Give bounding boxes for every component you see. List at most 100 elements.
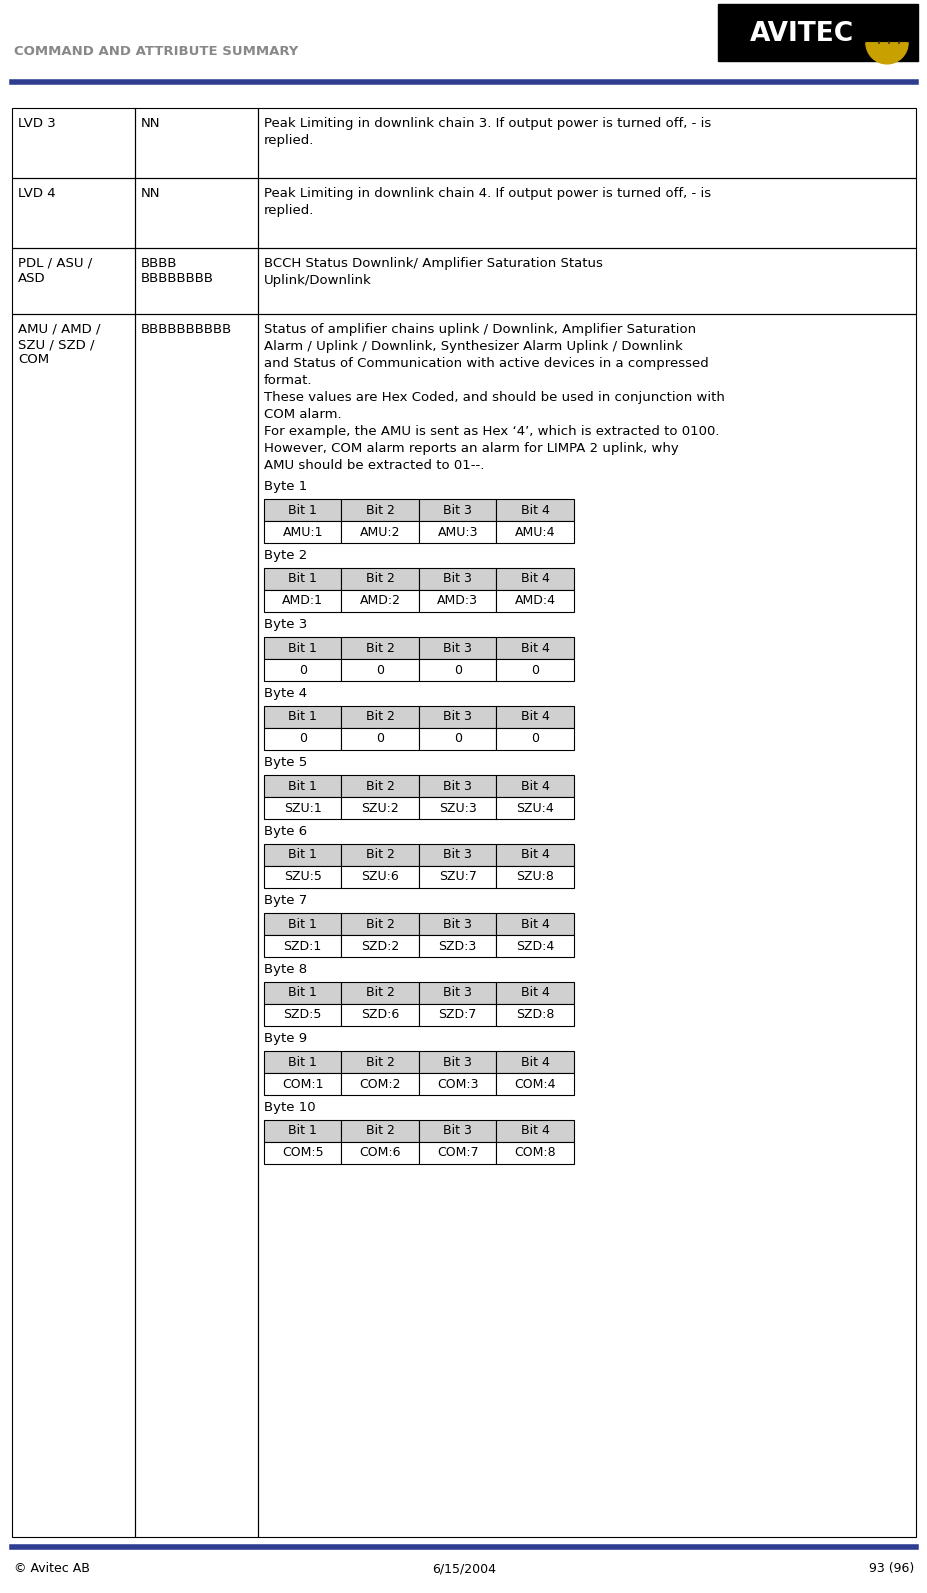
- Bar: [12, 108, 134, 178]
- Bar: [12, 314, 134, 1537]
- Text: LVD 4: LVD 4: [18, 186, 56, 201]
- Bar: [419, 660, 496, 680]
- Bar: [341, 499, 419, 521]
- Bar: [496, 1120, 574, 1142]
- Bar: [263, 660, 341, 680]
- Text: Byte 5: Byte 5: [263, 757, 307, 769]
- Text: BBBBBBBBBB: BBBBBBBBBB: [141, 323, 232, 336]
- Text: Bit 4: Bit 4: [520, 572, 549, 586]
- Text: AMU:1: AMU:1: [282, 526, 323, 538]
- Bar: [496, 776, 574, 796]
- Bar: [496, 1074, 574, 1094]
- Text: SZD:6: SZD:6: [361, 1008, 399, 1021]
- Text: Byte 2: Byte 2: [263, 550, 307, 562]
- Text: Bit 1: Bit 1: [288, 986, 317, 999]
- Bar: [341, 1074, 419, 1094]
- Text: COM:6: COM:6: [359, 1147, 400, 1160]
- Text: Bit 3: Bit 3: [443, 503, 472, 516]
- Bar: [496, 1142, 574, 1164]
- Bar: [419, 1074, 496, 1094]
- Text: PDL / ASU /
ASD: PDL / ASU / ASD: [18, 256, 92, 285]
- Text: Peak Limiting in downlink chain 4. If output power is turned off, - is: Peak Limiting in downlink chain 4. If ou…: [263, 186, 710, 201]
- Bar: [496, 728, 574, 750]
- Text: Bit 3: Bit 3: [443, 849, 472, 862]
- Text: Bit 4: Bit 4: [520, 710, 549, 723]
- Bar: [263, 728, 341, 750]
- Bar: [341, 706, 419, 728]
- Bar: [263, 844, 341, 867]
- Text: Bit 3: Bit 3: [443, 710, 472, 723]
- Text: COM:7: COM:7: [437, 1147, 478, 1160]
- Bar: [419, 728, 496, 750]
- Bar: [341, 521, 419, 543]
- Bar: [419, 796, 496, 819]
- Text: COM:5: COM:5: [282, 1147, 324, 1160]
- Text: 0: 0: [375, 733, 384, 746]
- Text: Bit 1: Bit 1: [288, 918, 317, 930]
- Text: SZD:1: SZD:1: [284, 940, 322, 953]
- Text: NN: NN: [141, 186, 160, 201]
- Bar: [496, 637, 574, 660]
- Bar: [134, 178, 258, 249]
- Bar: [263, 1051, 341, 1074]
- Bar: [419, 521, 496, 543]
- Text: Bit 2: Bit 2: [365, 918, 394, 930]
- Text: Bit 4: Bit 4: [520, 1125, 549, 1137]
- Text: SZD:8: SZD:8: [515, 1008, 553, 1021]
- Bar: [341, 1142, 419, 1164]
- Text: Bit 1: Bit 1: [288, 642, 317, 655]
- Bar: [419, 706, 496, 728]
- Text: SZU:8: SZU:8: [515, 870, 553, 884]
- Text: SZU:2: SZU:2: [361, 801, 399, 814]
- Bar: [263, 589, 341, 612]
- Text: Bit 1: Bit 1: [288, 1056, 317, 1069]
- Bar: [419, 935, 496, 957]
- Bar: [263, 706, 341, 728]
- Text: 6/15/2004: 6/15/2004: [432, 1563, 495, 1575]
- Text: 93 (96): 93 (96): [868, 1563, 913, 1575]
- Text: Bit 2: Bit 2: [365, 986, 394, 999]
- Text: Bit 2: Bit 2: [365, 1056, 394, 1069]
- Text: AMU / AMD /
SZU / SZD /
COM: AMU / AMD / SZU / SZD / COM: [18, 323, 100, 366]
- Bar: [419, 867, 496, 887]
- Text: AVITEC: AVITEC: [749, 21, 853, 46]
- Bar: [419, 569, 496, 589]
- Bar: [134, 314, 258, 1537]
- Text: replied.: replied.: [263, 134, 314, 147]
- Bar: [419, 844, 496, 867]
- Bar: [419, 1004, 496, 1026]
- Text: SZU:4: SZU:4: [515, 801, 553, 814]
- Text: Bit 1: Bit 1: [288, 572, 317, 586]
- Text: format.: format.: [263, 374, 312, 387]
- Text: 0: 0: [453, 664, 462, 677]
- Text: AMD:1: AMD:1: [282, 594, 323, 607]
- Bar: [341, 1051, 419, 1074]
- Bar: [496, 589, 574, 612]
- Text: Bit 4: Bit 4: [520, 503, 549, 516]
- Bar: [419, 776, 496, 796]
- Text: Bit 3: Bit 3: [443, 986, 472, 999]
- Text: COM:3: COM:3: [437, 1077, 478, 1091]
- Text: Byte 1: Byte 1: [263, 479, 307, 492]
- Text: Byte 4: Byte 4: [263, 687, 307, 699]
- Bar: [134, 249, 258, 314]
- Text: Bit 4: Bit 4: [520, 986, 549, 999]
- Bar: [496, 981, 574, 1004]
- Text: Bit 2: Bit 2: [365, 642, 394, 655]
- Bar: [263, 1120, 341, 1142]
- Text: Bit 2: Bit 2: [365, 572, 394, 586]
- Bar: [263, 796, 341, 819]
- Bar: [263, 569, 341, 589]
- Bar: [496, 844, 574, 867]
- Bar: [12, 178, 134, 249]
- Bar: [263, 499, 341, 521]
- Text: 0: 0: [530, 664, 539, 677]
- Text: Bit 1: Bit 1: [288, 710, 317, 723]
- Text: Bit 4: Bit 4: [520, 1056, 549, 1069]
- Text: replied.: replied.: [263, 204, 314, 217]
- Bar: [341, 569, 419, 589]
- Bar: [341, 1120, 419, 1142]
- Bar: [341, 1004, 419, 1026]
- Bar: [341, 589, 419, 612]
- Text: SZD:3: SZD:3: [438, 940, 476, 953]
